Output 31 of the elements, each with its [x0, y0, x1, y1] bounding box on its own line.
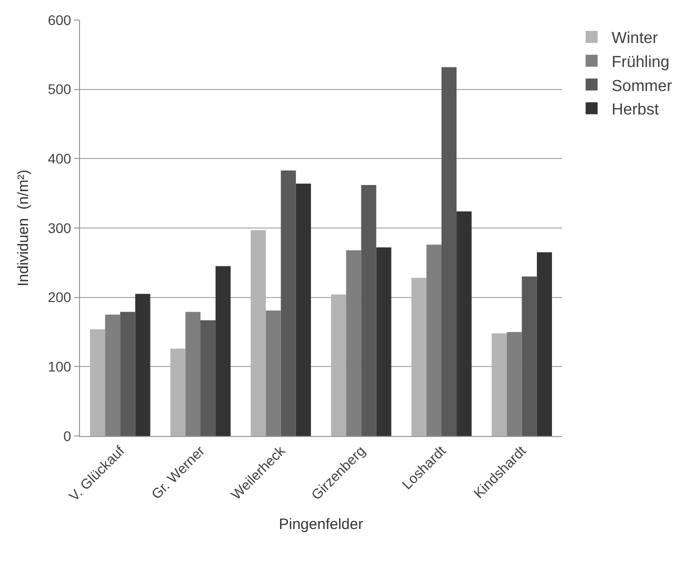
bar — [456, 211, 472, 436]
bar — [266, 310, 281, 436]
bar — [200, 320, 216, 436]
bar — [105, 314, 120, 436]
x-axis-title: Pingenfelder — [278, 516, 364, 534]
legend-label: Herbst — [612, 102, 660, 119]
y-tick-label: 400 — [48, 150, 72, 167]
y-tick-label: 300 — [48, 220, 72, 236]
bar — [135, 294, 150, 436]
legend-label: Frühling — [612, 54, 670, 71]
bar — [216, 266, 231, 436]
bar — [536, 252, 552, 436]
y-axis-title: Individuen (n/m²) — [15, 170, 32, 286]
y-tick-label: 500 — [48, 81, 72, 98]
y-tick-label: 100 — [48, 358, 72, 375]
y-tick-label: 600 — [48, 12, 72, 28]
bar — [361, 185, 376, 436]
bar — [346, 250, 362, 436]
bar — [280, 170, 296, 436]
bar — [376, 247, 392, 436]
bar — [120, 312, 136, 436]
bar — [296, 184, 311, 436]
legend-label: Winter — [612, 30, 659, 48]
bar — [506, 332, 522, 436]
bar — [185, 312, 200, 436]
bar — [522, 276, 537, 436]
y-tick-label: 0 — [63, 428, 72, 444]
y-tick-label: 200 — [48, 289, 72, 306]
bar — [426, 244, 442, 436]
legend-label: Sommer — [612, 78, 673, 95]
bar — [442, 67, 457, 436]
